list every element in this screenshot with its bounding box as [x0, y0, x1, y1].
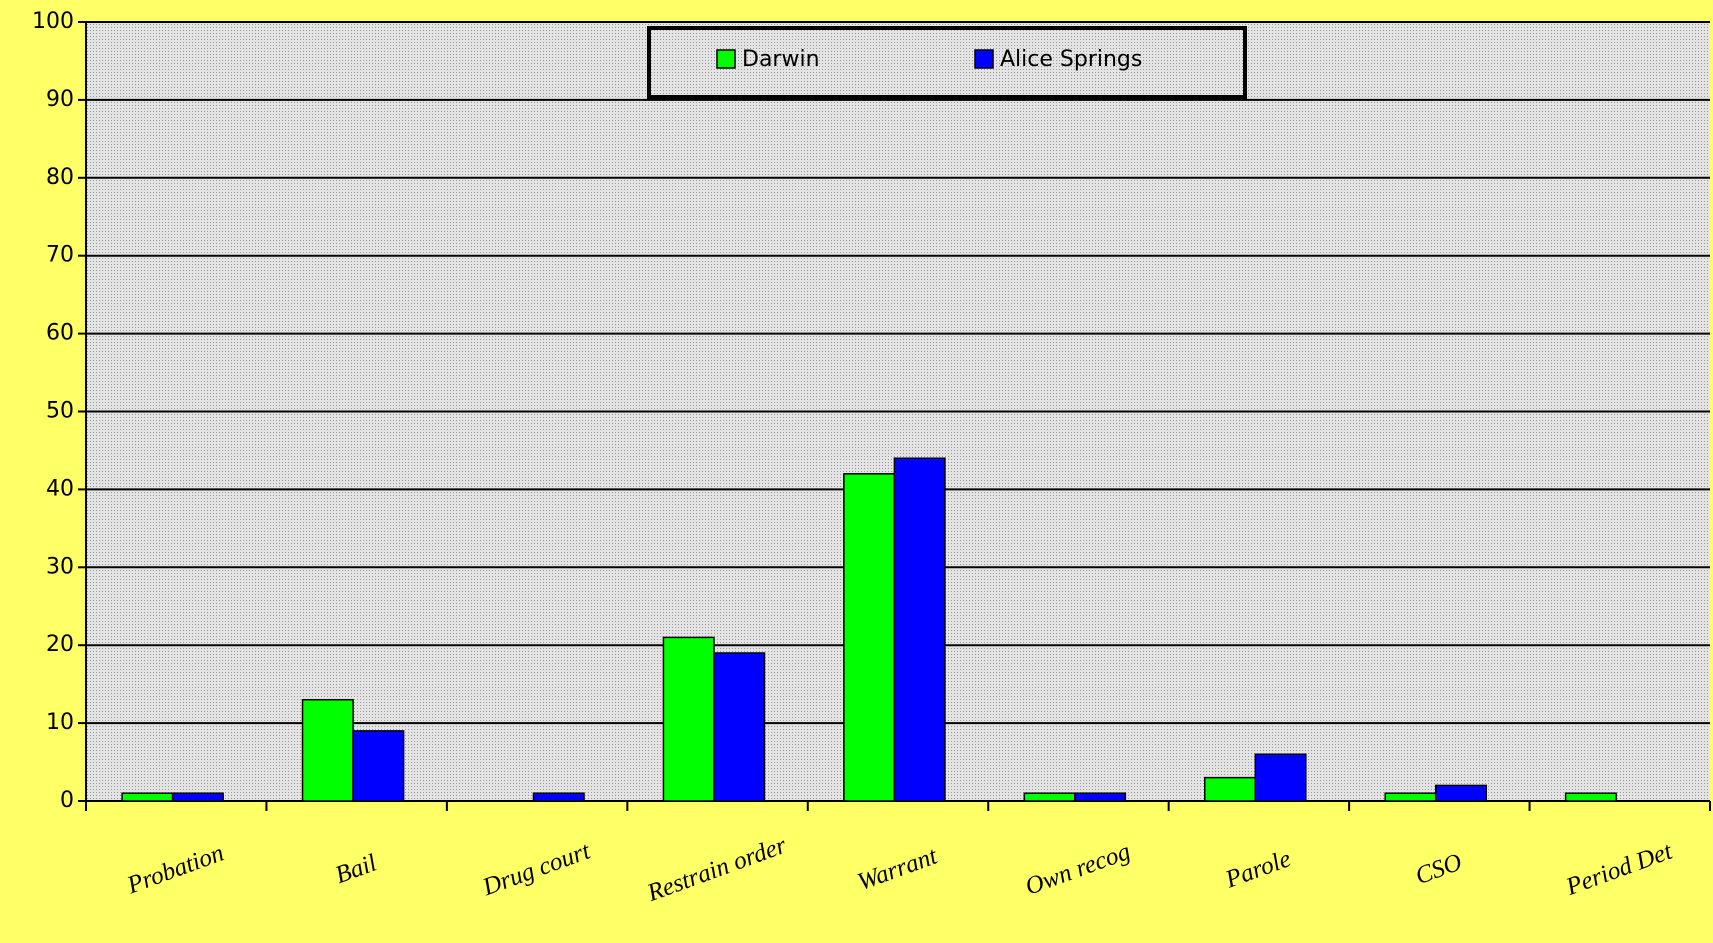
bar — [301, 698, 354, 802]
bar — [121, 792, 174, 802]
legend-box — [647, 26, 1247, 99]
y-tick-label: 50 — [46, 399, 74, 424]
bar — [532, 792, 585, 802]
y-tick-label: 40 — [46, 476, 74, 501]
bar — [662, 636, 715, 802]
y-tick-label: 30 — [46, 554, 74, 579]
y-tick-label: 100 — [32, 9, 74, 34]
y-tick-label: 70 — [46, 243, 74, 268]
bar — [1384, 792, 1437, 802]
y-tick-label: 80 — [46, 165, 74, 190]
y-tick-label: 0 — [60, 788, 74, 813]
y-tick-label: 10 — [46, 710, 74, 735]
bar — [171, 792, 224, 802]
y-tick-label: 60 — [46, 321, 74, 346]
bar — [1204, 776, 1257, 802]
bar — [1434, 784, 1487, 802]
legend-swatch — [716, 49, 736, 69]
bar — [1564, 792, 1617, 802]
bar — [893, 457, 946, 802]
legend-label: Alice Springs — [1000, 47, 1142, 72]
bar — [1254, 753, 1307, 802]
y-tick-label: 90 — [46, 87, 74, 112]
bar — [1074, 792, 1127, 802]
bar — [352, 730, 405, 802]
legend-label: Darwin — [742, 47, 820, 72]
y-tick-label: 20 — [46, 632, 74, 657]
bar — [843, 473, 896, 802]
bar — [1023, 792, 1076, 802]
bar — [713, 652, 766, 802]
legend-swatch — [974, 49, 994, 69]
